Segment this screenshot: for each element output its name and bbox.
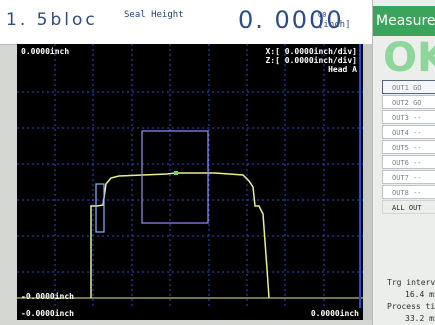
- output-list: OUT1 GO OUT2 GO OUT3 -- OUT4 -- OUT5 -- …: [382, 80, 435, 215]
- output-item-all[interactable]: ALL OUT: [382, 200, 435, 214]
- profile-graph-canvas: [17, 44, 363, 308]
- output-item-2[interactable]: OUT2 GO: [382, 95, 435, 109]
- output-item-5[interactable]: OUT5 --: [382, 140, 435, 154]
- footer-right-label: 0.0000inch: [310, 309, 359, 318]
- output-item-6[interactable]: OUT6 --: [382, 155, 435, 169]
- header-bar: 1. 5bloc Seal Height 0. 0000 G0 [inch]: [0, 0, 380, 45]
- graph-footer: -0.0000inch 0.0000inch: [17, 308, 363, 320]
- graph-side-strip: [363, 44, 372, 320]
- footer-left-label: -0.0000inch: [21, 309, 74, 318]
- output-item-4[interactable]: OUT4 --: [382, 125, 435, 139]
- trigger-interval-value: 16.4 ms: [405, 290, 435, 299]
- judgement-indicator: OK: [383, 35, 435, 81]
- grid-lines: [17, 44, 363, 308]
- unit-block: G0 [inch]: [318, 10, 351, 30]
- program-name[interactable]: 1. 5bloc: [6, 10, 98, 30]
- graph-top-left-label: 0.0000inch: [21, 47, 70, 56]
- unit-label: [inch]: [318, 20, 351, 30]
- process-time-value: 33.2 ms: [405, 314, 435, 323]
- head-label: Head A: [328, 65, 357, 74]
- profile-graph[interactable]: 0.0000inch X:[ 0.0000inch/div] Z:[ 0.000…: [17, 44, 363, 320]
- z-scale-label: Z:[ 0.0000inch/div]: [265, 56, 357, 65]
- output-item-3[interactable]: OUT3 --: [382, 110, 435, 124]
- output-item-8[interactable]: OUT8 --: [382, 185, 435, 199]
- output-item-1[interactable]: OUT1 GO: [382, 80, 435, 94]
- output-item-7[interactable]: OUT7 --: [382, 170, 435, 184]
- judgement-code: G0: [318, 11, 327, 19]
- x-scale-label: X:[ 0.0000inch/div]: [265, 47, 357, 56]
- measure-tab[interactable]: Measure: [373, 6, 435, 36]
- measure-window-2[interactable]: [95, 183, 105, 233]
- measure-point-marker: [174, 171, 178, 175]
- measurement-title: Seal Height: [124, 10, 184, 20]
- trigger-interval-label: Trg interva: [387, 278, 435, 287]
- profile-trace: [90, 172, 270, 299]
- process-time-label: Process tim: [387, 302, 435, 311]
- measurement-value: 0. 0000: [238, 6, 344, 34]
- measure-window-1[interactable]: [141, 130, 209, 224]
- result-panel: Measure OK OUT1 GO OUT2 GO OUT3 -- OUT4 …: [372, 0, 435, 325]
- graph-bottom-left-label: -0.0000inch: [21, 292, 74, 301]
